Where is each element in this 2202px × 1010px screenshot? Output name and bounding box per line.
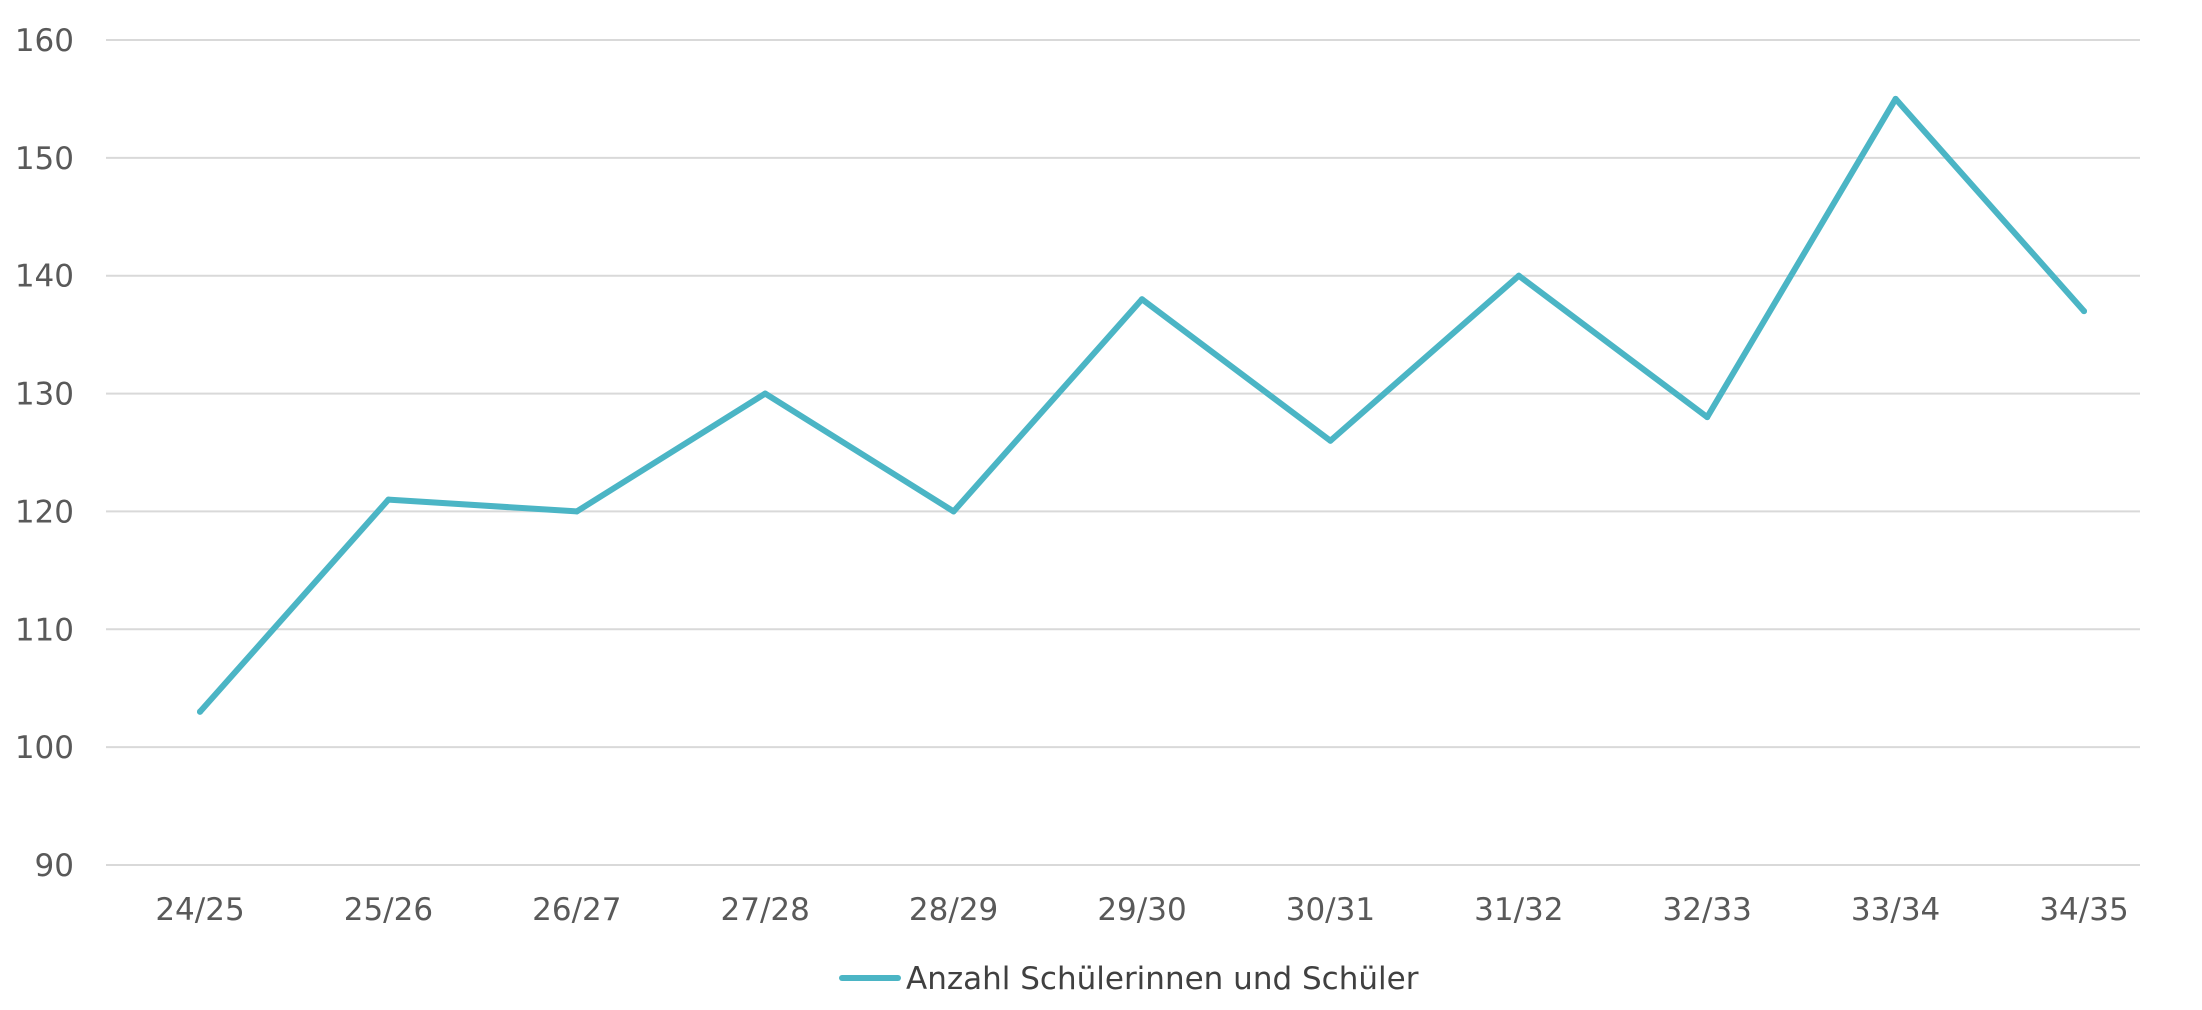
data-point (385, 496, 392, 503)
x-tick-label: 25/26 (344, 892, 433, 928)
legend-label: Anzahl Schülerinnen und Schüler (906, 961, 1419, 997)
series-layer (197, 95, 2087, 715)
y-tick-label: 160 (15, 23, 74, 59)
x-tick-label: 28/29 (909, 892, 998, 928)
legend: Anzahl Schülerinnen und Schüler (839, 961, 1419, 997)
data-point (950, 508, 957, 515)
data-point (2081, 308, 2087, 315)
y-axis-tick-labels: 90 100 110 120 130 140 150 160 (15, 23, 74, 884)
data-point (1515, 272, 1522, 279)
x-tick-label: 32/33 (1663, 892, 1752, 928)
y-tick-label: 110 (15, 612, 74, 648)
x-tick-label: 26/27 (532, 892, 621, 928)
y-tick-label: 150 (15, 141, 74, 177)
series-line (197, 95, 2087, 715)
data-point (1704, 414, 1711, 421)
x-tick-label: 34/35 (2039, 892, 2128, 928)
data-point (762, 390, 769, 397)
x-tick-label: 31/32 (1474, 892, 1563, 928)
data-point (1139, 296, 1145, 303)
gridlines (106, 39, 2140, 866)
x-axis-tick-labels: 24/25 25/26 26/27 27/28 28/29 29/30 30/31 31/32… (155, 892, 2128, 928)
data-point (197, 708, 203, 715)
x-tick-label: 29/30 (1097, 892, 1186, 928)
x-tick-label: 30/31 (1286, 892, 1375, 928)
x-tick-label: 27/28 (721, 892, 810, 928)
data-point (573, 508, 580, 515)
y-tick-label: 120 (15, 494, 74, 530)
data-point (1892, 95, 1899, 102)
y-tick-label: 90 (35, 848, 74, 884)
data-point (1327, 437, 1334, 444)
y-tick-label: 100 (15, 730, 74, 766)
x-tick-label: 33/34 (1851, 892, 1940, 928)
y-tick-label: 130 (15, 377, 74, 413)
x-tick-label: 24/25 (155, 892, 244, 928)
y-tick-label: 140 (15, 259, 74, 295)
